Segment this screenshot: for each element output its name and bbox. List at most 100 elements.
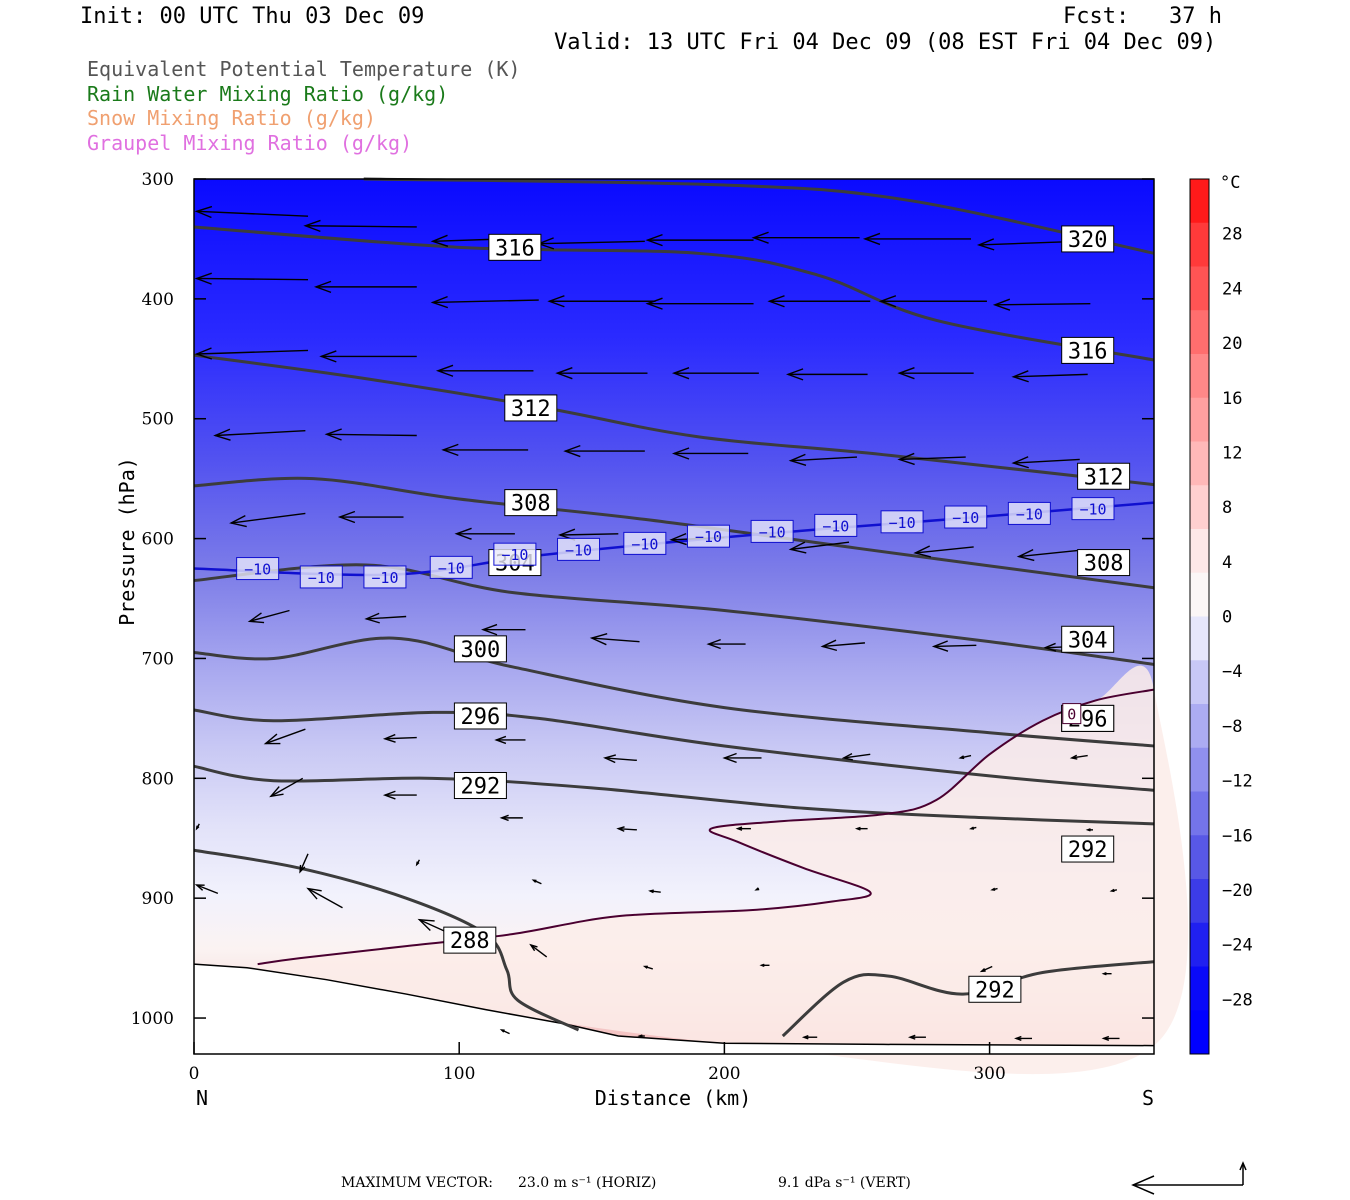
wind-vector [1016, 548, 1078, 562]
wind-vector [364, 612, 407, 624]
colorbar-cell [1190, 922, 1209, 967]
wind-vector [642, 965, 653, 970]
colorbar-cell [1190, 660, 1209, 705]
isotherm-label-box [880, 510, 924, 534]
wind-vector [441, 443, 529, 457]
wind-vector [990, 887, 998, 891]
wind-vector [1101, 1035, 1120, 1041]
field-theta-e: Equivalent Potential Temperature (K) [87, 57, 521, 81]
wind-vector [531, 879, 542, 885]
terrain-line [193, 963, 1155, 1047]
wind-vector [382, 733, 417, 743]
colorbar-tick-label: −16 [1222, 826, 1253, 846]
wind-vector [913, 545, 974, 558]
theta-e-contour-320 [363, 177, 1155, 255]
theta-e-label: 304 [1068, 628, 1108, 653]
colorbar-cell [1190, 966, 1209, 1011]
max-vector-horiz: 23.0 m s⁻¹ (HORIZ) [518, 1175, 657, 1191]
wind-vector [194, 347, 309, 360]
colorbar-cell [1190, 397, 1209, 442]
isotherm-zero-label: 0 [1067, 706, 1076, 724]
forecast-hour: Fcst: 37 h [1063, 4, 1222, 29]
theta-e-label: 308 [1084, 552, 1124, 577]
wind-vector [862, 232, 972, 246]
isotherm-minus10-label: −10 [308, 569, 335, 587]
theta-e-label: 312 [1084, 465, 1124, 490]
wind-vector [897, 452, 966, 466]
colorbar-tick-label: 8 [1222, 498, 1232, 518]
isotherm-minus10-label: −10 [438, 559, 465, 577]
isotherm-minus10-label: −10 [371, 569, 398, 587]
colorbar-tick-label: −4 [1222, 662, 1242, 682]
y-tick-label: 300 [142, 170, 174, 190]
colorbar-tick-label: 4 [1222, 553, 1232, 573]
theta-e-label-box [453, 635, 507, 663]
isotherm-minus10-label: −10 [1016, 505, 1043, 523]
theta-e-label: 288 [450, 929, 490, 954]
colorbar-cell [1190, 529, 1209, 574]
y-tick-label: 900 [142, 889, 174, 909]
theta-e-label: 292 [1068, 838, 1108, 863]
wind-vector [337, 510, 404, 524]
colorbar-tick-label: 16 [1222, 389, 1242, 409]
wind-vector [194, 884, 219, 895]
wind-vector [841, 752, 871, 761]
isotherm-label-box [429, 555, 473, 579]
wind-vector [637, 1034, 645, 1038]
wind-vector [194, 205, 309, 219]
wind-vector [529, 943, 548, 958]
init-time: Init: 00 UTC Thu 03 Dec 09 [80, 4, 425, 29]
wind-vector [306, 887, 343, 909]
isotherm-minus10-label: −10 [631, 535, 658, 553]
wind-vector [247, 609, 290, 624]
colorbar-tick-label: 20 [1222, 334, 1242, 354]
plot-frame [193, 178, 1155, 1055]
wind-vector [767, 295, 871, 308]
colorbar-cell [1190, 572, 1209, 617]
theta-e-label-box [1061, 625, 1115, 653]
y-tick-label: 700 [142, 649, 174, 669]
isotherm-label-box [236, 557, 280, 581]
isotherm-minus10-label: −10 [695, 528, 722, 546]
colorbar-tick-label: 12 [1222, 443, 1242, 463]
wind-vector [801, 1034, 818, 1040]
isotherm-label-box [1007, 501, 1051, 525]
colorbar-tick-label: 24 [1222, 279, 1242, 299]
wind-vector [213, 428, 306, 441]
colorbar-unit: °C [1220, 173, 1240, 193]
isotherm-minus10-label: −10 [1079, 501, 1106, 519]
colorbar-cell [1190, 1010, 1209, 1055]
wind-vector [603, 754, 637, 764]
wind-vector [735, 826, 751, 831]
x-tick-label: 100 [443, 1064, 475, 1084]
wind-vector [992, 298, 1091, 311]
isotherm-minus10-label: −10 [759, 523, 786, 541]
wind-vector [589, 633, 640, 646]
max-vector-label: MAXIMUM VECTOR: [341, 1175, 493, 1191]
isotherm-minus10-label: −10 [952, 509, 979, 527]
theta-e-contour-292 [193, 764, 1155, 826]
wind-vector [313, 280, 417, 294]
colorbar-tick-label: −24 [1222, 936, 1253, 956]
wind-vector [897, 367, 974, 380]
theta-e-label-box [968, 975, 1022, 1003]
wind-vector [645, 233, 754, 247]
theta-e-label: 312 [511, 397, 551, 422]
y-tick-label: 1000 [131, 1009, 174, 1029]
theta-e-label-box [1077, 549, 1131, 577]
wind-vector [969, 826, 977, 830]
colorbar-cell [1190, 441, 1209, 486]
colorbar-tick-label: −28 [1222, 990, 1253, 1010]
colorbar-cell [1190, 791, 1209, 836]
wind-vector [263, 728, 306, 745]
colorbar-tick-label: 0 [1222, 608, 1232, 628]
isotherm-label-box [750, 519, 794, 543]
theta-e-label: 316 [495, 236, 535, 261]
wind-vector [878, 295, 987, 308]
theta-e-contour-292 [781, 960, 1155, 1038]
isotherm-zero-label-box [1062, 703, 1082, 725]
x-tick-label: 200 [708, 1064, 740, 1084]
wind-vector [788, 541, 850, 554]
theta-e-contour-296 [193, 708, 1155, 792]
field-graupel: Graupel Mixing Ratio (g/kg) [87, 131, 413, 155]
